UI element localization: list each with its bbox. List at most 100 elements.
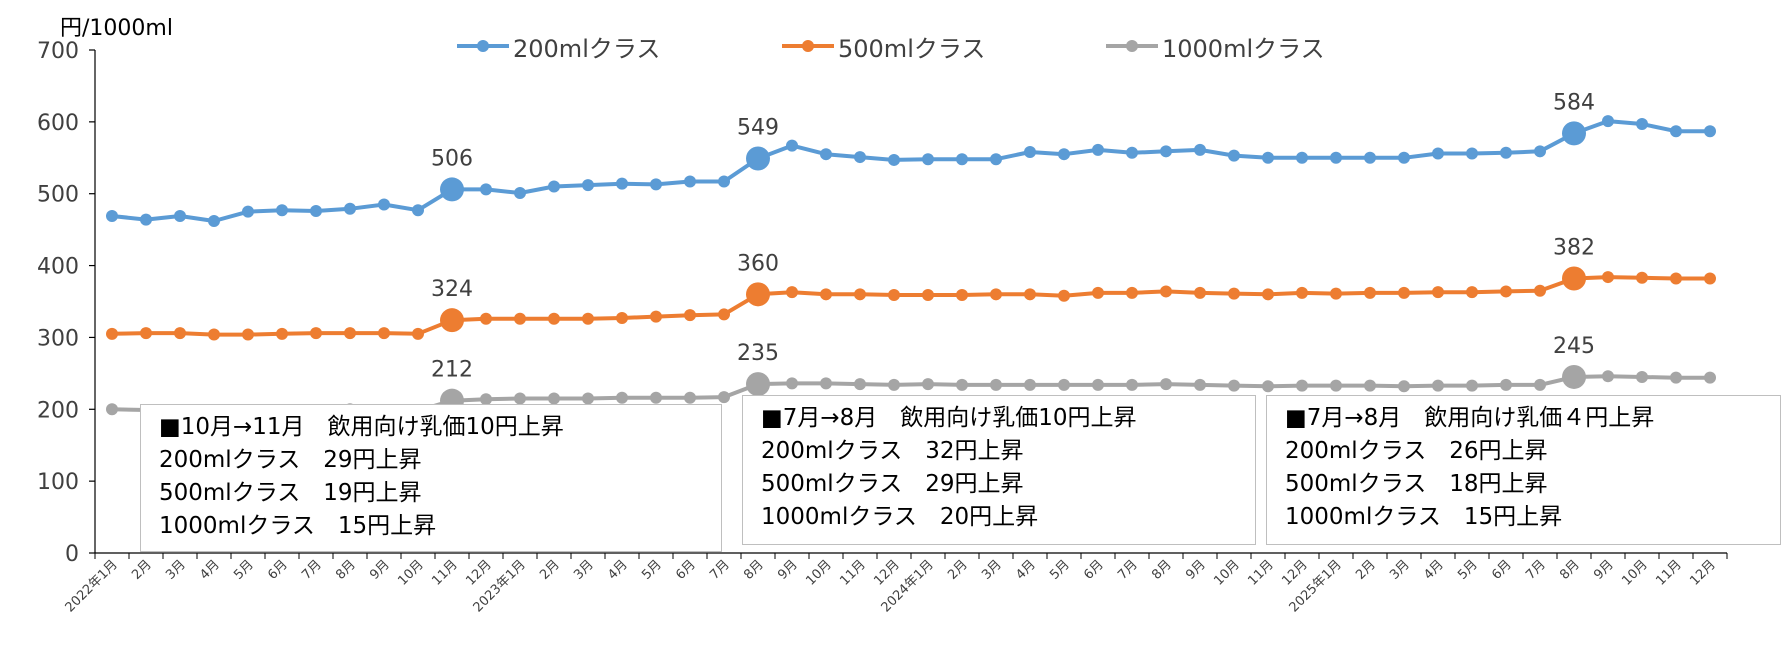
x-tick-label: 6月 bbox=[1489, 557, 1515, 583]
y-tick-label: 100 bbox=[37, 470, 79, 495]
y-axis-unit-label: 円/1000ml bbox=[60, 16, 173, 41]
data-point bbox=[854, 378, 866, 391]
legend-swatch-200ml bbox=[457, 40, 509, 52]
x-tick-label: 10月 bbox=[1619, 557, 1650, 588]
data-point bbox=[242, 328, 254, 341]
data-label: 360 bbox=[737, 251, 779, 276]
x-tick-label: 7月 bbox=[707, 557, 733, 583]
data-label: 584 bbox=[1553, 90, 1595, 115]
data-point bbox=[922, 153, 934, 166]
legend-item-500ml: 500mlクラス bbox=[780, 28, 985, 64]
data-point bbox=[1126, 286, 1138, 299]
data-point bbox=[956, 289, 968, 302]
data-point bbox=[1160, 285, 1172, 298]
x-tick-label: 5月 bbox=[1455, 557, 1481, 583]
data-point bbox=[1126, 146, 1138, 159]
x-tick-label: 2月 bbox=[1353, 557, 1379, 583]
annotation-2022-title: ■10月→11月 飲用向け乳価10円上昇 bbox=[159, 414, 564, 440]
highlight-point bbox=[1562, 266, 1586, 291]
data-point bbox=[684, 391, 696, 404]
data-point bbox=[1466, 379, 1478, 392]
data-point bbox=[140, 213, 152, 226]
legend-item-1000ml: 1000mlクラス bbox=[1104, 28, 1325, 64]
x-tick-label: 7月 bbox=[1115, 557, 1141, 583]
data-point bbox=[1092, 143, 1104, 156]
annotation-2022-line-200ml: 200mlクラス 29円上昇 bbox=[159, 447, 422, 473]
data-point bbox=[1636, 370, 1648, 383]
x-tick-label: 3月 bbox=[1387, 557, 1413, 583]
y-axis: 0 100 200 300 400 500 600 700 bbox=[37, 39, 96, 567]
y-tick-label: 200 bbox=[37, 398, 79, 423]
data-point bbox=[174, 327, 186, 340]
data-point bbox=[786, 286, 798, 299]
data-point bbox=[582, 312, 594, 325]
highlight-point bbox=[1562, 364, 1586, 389]
x-tick-label: 7月 bbox=[1523, 557, 1549, 583]
x-tick-label: 8月 bbox=[741, 557, 767, 583]
data-label: 506 bbox=[431, 146, 473, 171]
data-point bbox=[412, 327, 424, 340]
data-point bbox=[1602, 271, 1614, 284]
legend-label-1000ml: 1000mlクラス bbox=[1162, 34, 1325, 63]
annotation-2023-line-1000ml: 1000mlクラス 20円上昇 bbox=[761, 504, 1039, 530]
data-point bbox=[1262, 151, 1274, 164]
data-point bbox=[412, 204, 424, 217]
data-point bbox=[854, 288, 866, 301]
data-point bbox=[1296, 379, 1308, 392]
y-tick-label: 700 bbox=[37, 39, 79, 64]
series-layer bbox=[106, 115, 1716, 417]
data-point bbox=[1704, 125, 1716, 138]
data-point bbox=[1194, 143, 1206, 156]
data-point bbox=[548, 312, 560, 325]
data-point bbox=[1500, 146, 1512, 159]
data-point bbox=[616, 391, 628, 404]
data-point bbox=[1398, 380, 1410, 393]
data-point bbox=[548, 180, 560, 193]
data-point bbox=[1228, 379, 1240, 392]
data-point bbox=[1024, 378, 1036, 391]
annotation-2023-line-200ml: 200mlクラス 32円上昇 bbox=[761, 438, 1024, 464]
data-label: 382 bbox=[1553, 236, 1595, 261]
data-point bbox=[1092, 286, 1104, 299]
data-point bbox=[1024, 288, 1036, 301]
x-tick-label: 4月 bbox=[197, 557, 223, 583]
data-point bbox=[1058, 289, 1070, 302]
data-point bbox=[1330, 287, 1342, 300]
data-point bbox=[378, 327, 390, 340]
data-point bbox=[786, 139, 798, 152]
data-point bbox=[990, 288, 1002, 301]
legend-swatch-1000ml bbox=[1106, 40, 1158, 52]
data-point bbox=[1602, 115, 1614, 128]
data-point bbox=[582, 179, 594, 192]
annotation-2022-line-1000ml: 1000mlクラス 15円上昇 bbox=[159, 513, 437, 539]
data-point bbox=[1228, 287, 1240, 300]
data-point bbox=[1432, 379, 1444, 392]
x-tick-label: 11月 bbox=[429, 557, 460, 588]
data-point bbox=[208, 215, 220, 228]
data-point bbox=[140, 327, 152, 340]
data-point bbox=[820, 377, 832, 390]
data-point bbox=[616, 312, 628, 325]
data-point bbox=[1126, 378, 1138, 391]
data-point bbox=[344, 327, 356, 340]
data-point bbox=[1296, 151, 1308, 164]
data-point bbox=[1602, 370, 1614, 383]
x-tick-label: 4月 bbox=[605, 557, 631, 583]
data-point bbox=[718, 308, 730, 321]
data-point bbox=[548, 392, 560, 405]
data-label: 245 bbox=[1553, 334, 1595, 359]
data-point bbox=[1262, 380, 1274, 393]
x-tick-label: 5月 bbox=[639, 557, 665, 583]
data-point bbox=[1262, 288, 1274, 301]
x-tick-label: 6月 bbox=[673, 557, 699, 583]
data-point bbox=[684, 309, 696, 322]
annotation-2025-line-1000ml: 1000mlクラス 15円上昇 bbox=[1285, 504, 1563, 530]
data-point bbox=[1704, 371, 1716, 384]
data-point bbox=[480, 393, 492, 406]
data-point bbox=[650, 310, 662, 323]
x-tick-label: 10月 bbox=[803, 557, 834, 588]
data-point bbox=[276, 204, 288, 217]
data-point bbox=[174, 209, 186, 222]
data-point bbox=[310, 327, 322, 340]
